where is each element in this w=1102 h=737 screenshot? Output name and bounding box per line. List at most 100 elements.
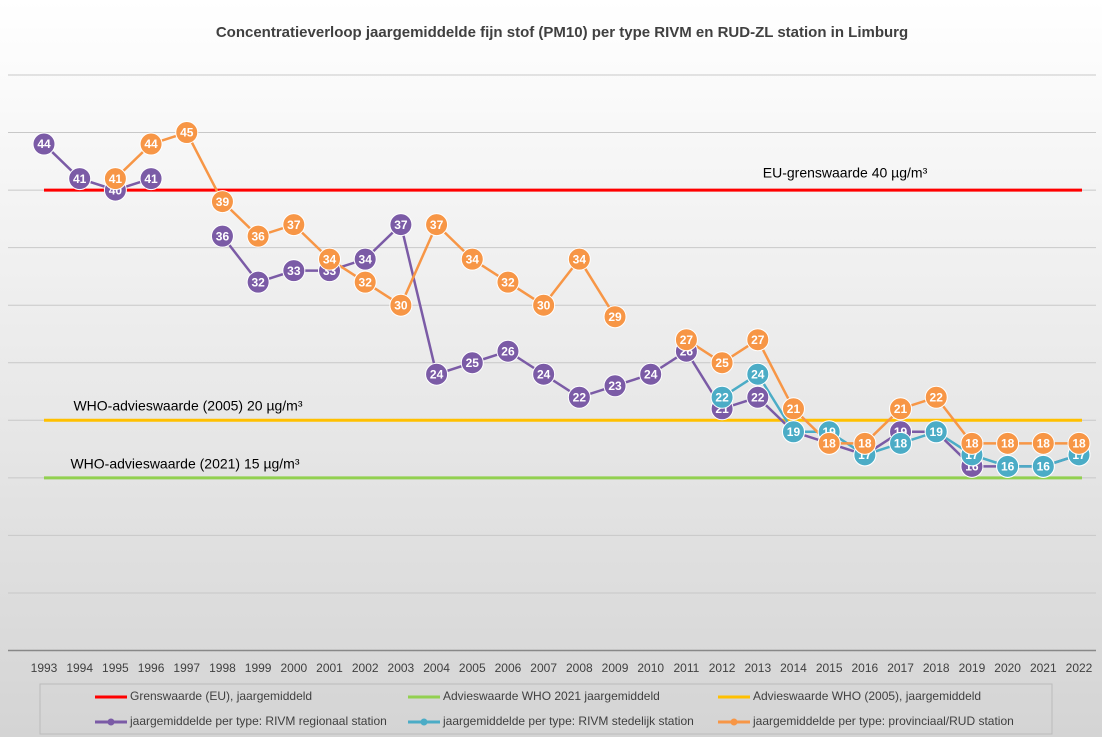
- data-label: 37: [394, 218, 408, 232]
- data-label: 18: [965, 436, 979, 450]
- data-label: 24: [537, 367, 551, 381]
- x-tick-label: 2009: [602, 661, 629, 675]
- data-label: 41: [109, 172, 123, 186]
- x-tick-label: 2004: [423, 661, 450, 675]
- marker: [139, 167, 163, 191]
- data-label: 18: [894, 436, 908, 450]
- legend-label: jaargemiddelde per type: RIVM stedelijk …: [442, 714, 694, 728]
- x-tick-label: 2017: [887, 661, 914, 675]
- x-tick-label: 2011: [674, 661, 700, 675]
- marker: [1067, 431, 1091, 455]
- marker: [282, 259, 306, 283]
- marker: [139, 132, 163, 156]
- data-label: 27: [680, 333, 694, 347]
- marker: [746, 362, 770, 386]
- legend-label: jaargemiddelde per type: provinciaal/RUD…: [752, 714, 1014, 728]
- marker: [496, 339, 520, 363]
- annotation: WHO-advieswaarde (2021) 15 µg/m³: [70, 456, 299, 472]
- x-tick-label: 1996: [138, 661, 165, 675]
- marker: [710, 351, 734, 375]
- annotation: EU-grenswaarde 40 µg/m³: [763, 165, 928, 181]
- annotation: WHO-advieswaarde (2005) 20 µg/m³: [73, 398, 302, 414]
- data-label: 34: [323, 252, 337, 266]
- x-tick-label: 2020: [994, 661, 1021, 675]
- marker: [781, 397, 805, 421]
- marker: [532, 293, 556, 317]
- data-label: 18: [858, 436, 872, 450]
- marker: [639, 362, 663, 386]
- data-label: 22: [715, 390, 729, 404]
- marker: [781, 420, 805, 444]
- legend-marker: [107, 718, 115, 726]
- chart-title: Concentratieverloop jaargemiddelde fijn …: [216, 24, 908, 41]
- data-label: 30: [537, 298, 551, 312]
- data-label: 18: [1072, 436, 1086, 450]
- x-tick-label: 2012: [709, 661, 736, 675]
- marker: [603, 305, 627, 329]
- marker: [103, 167, 127, 191]
- legend-marker: [420, 718, 428, 726]
- data-label: 44: [37, 137, 51, 151]
- data-label: 19: [930, 425, 944, 439]
- marker: [246, 224, 270, 248]
- marker: [318, 247, 342, 271]
- marker: [996, 431, 1020, 455]
- marker: [817, 431, 841, 455]
- marker: [567, 385, 591, 409]
- data-label: 18: [822, 436, 836, 450]
- x-tick-label: 1994: [66, 661, 93, 675]
- marker: [889, 431, 913, 455]
- x-tick-label: 2019: [959, 661, 986, 675]
- x-tick-label: 2013: [744, 661, 771, 675]
- data-label: 34: [573, 252, 587, 266]
- data-label: 34: [359, 252, 373, 266]
- data-label: 21: [894, 402, 908, 416]
- marker: [710, 385, 734, 409]
- legend-label: Advieswaarde WHO (2005), jaargemiddeld: [753, 689, 981, 703]
- data-label: 36: [216, 229, 230, 243]
- data-label: 21: [787, 402, 801, 416]
- data-label: 26: [501, 344, 515, 358]
- marker: [68, 167, 92, 191]
- data-label: 41: [144, 172, 158, 186]
- data-label: 25: [466, 356, 480, 370]
- legend-marker: [730, 718, 738, 726]
- data-label: 22: [573, 390, 587, 404]
- data-label: 24: [751, 367, 765, 381]
- data-label: 23: [608, 379, 622, 393]
- marker: [246, 270, 270, 294]
- data-label: 36: [251, 229, 265, 243]
- marker: [425, 362, 449, 386]
- marker: [889, 397, 913, 421]
- x-tick-label: 2022: [1066, 661, 1093, 675]
- data-label: 27: [751, 333, 765, 347]
- data-label: 33: [287, 264, 301, 278]
- marker: [175, 121, 199, 145]
- marker: [746, 385, 770, 409]
- data-label: 32: [501, 275, 515, 289]
- marker: [567, 247, 591, 271]
- x-tick-label: 1999: [245, 661, 272, 675]
- x-tick-label: 1998: [209, 661, 236, 675]
- marker: [674, 328, 698, 352]
- x-tick-label: 2002: [352, 661, 379, 675]
- marker: [1031, 431, 1055, 455]
- data-label: 22: [751, 390, 765, 404]
- data-label: 16: [1001, 460, 1015, 474]
- data-label: 18: [1037, 436, 1051, 450]
- legend-label: Grenswaarde (EU), jaargemiddeld: [130, 689, 312, 703]
- data-label: 22: [930, 390, 944, 404]
- data-label: 34: [466, 252, 480, 266]
- data-label: 30: [394, 298, 408, 312]
- legend-label: jaargemiddelde per type: RIVM regionaal …: [129, 714, 387, 728]
- x-tick-label: 2007: [530, 661, 557, 675]
- x-tick-label: 2015: [816, 661, 843, 675]
- x-tick-label: 2010: [637, 661, 664, 675]
- marker: [853, 431, 877, 455]
- data-label: 16: [1037, 460, 1051, 474]
- x-tick-label: 2018: [923, 661, 950, 675]
- x-tick-label: 2006: [495, 661, 522, 675]
- x-tick-label: 1997: [173, 661, 200, 675]
- marker: [210, 190, 234, 214]
